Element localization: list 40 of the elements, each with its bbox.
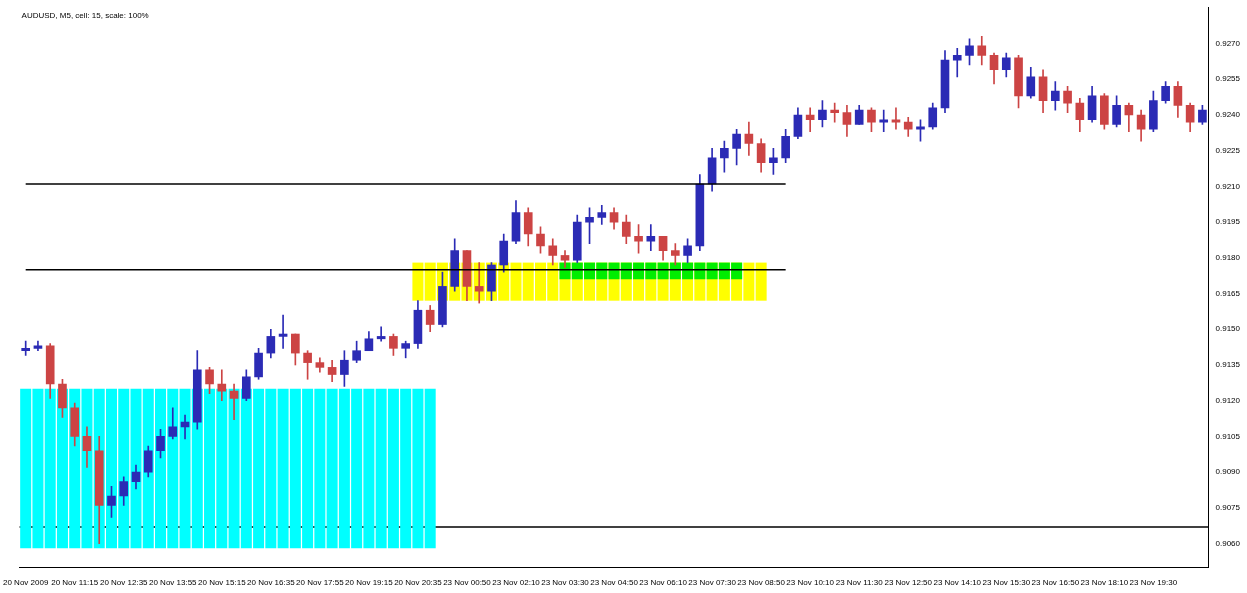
- y-tick-label: 0.9135: [1215, 360, 1241, 370]
- x-tick-label: 23 Nov 07:30: [688, 578, 737, 588]
- y-tick-label: 0.9165: [1215, 288, 1241, 298]
- x-tick-label: 23 Nov 08:50: [737, 578, 786, 588]
- x-tick-label: 20 Nov 20:35: [394, 578, 443, 588]
- x-tick-label: 23 Nov 14:10: [933, 578, 982, 588]
- x-tick-label: 23 Nov 11:30: [835, 578, 884, 588]
- x-tick-label: 23 Nov 12:50: [884, 578, 933, 588]
- y-tick-label: 0.9225: [1215, 145, 1241, 155]
- y-tick-label: 0.9180: [1215, 253, 1241, 263]
- x-tick-label: 23 Nov 03:30: [541, 578, 590, 588]
- x-tick-label: 23 Nov 18:10: [1080, 578, 1129, 588]
- y-tick-label: 0.9195: [1215, 217, 1241, 227]
- y-tick-label: 0.9120: [1215, 395, 1241, 405]
- x-tick-label: 23 Nov 02:10: [492, 578, 541, 588]
- y-tick-label: 0.9270: [1215, 38, 1241, 48]
- y-tick-label: 0.9240: [1215, 110, 1241, 120]
- y-tick-label: 0.9060: [1215, 538, 1241, 548]
- y-tick-label: 0.9090: [1215, 467, 1241, 477]
- x-tick-label: 20 Nov 16:35: [247, 578, 296, 588]
- y-tick-label: 0.9075: [1215, 503, 1241, 513]
- x-tick-label: 23 Nov 00:50: [443, 578, 492, 588]
- x-tick-label: 23 Nov 04:50: [590, 578, 639, 588]
- x-tick-label: 20 Nov 19:15: [345, 578, 394, 588]
- x-tick-label: 23 Nov 10:10: [786, 578, 835, 588]
- text: AUDUSD, M5, cell: 15, scale: 100%: [21, 11, 149, 20]
- x-tick-label: 23 Nov 15:30: [982, 578, 1031, 588]
- x-tick-label: 20 Nov 12:35: [99, 578, 149, 588]
- y-tick-label: 0.9255: [1215, 74, 1241, 84]
- y-tick-label: 0.9105: [1215, 431, 1241, 441]
- x-tick-label: 23 Nov 16:50: [1031, 578, 1080, 588]
- y-tick-label: 0.9210: [1215, 181, 1241, 191]
- x-tick-label: 20 Nov 13:55: [148, 578, 198, 588]
- x-tick-label: 20 Nov 15:15: [198, 578, 247, 588]
- y-tick-label: 0.9150: [1215, 324, 1241, 334]
- x-tick-label: 20 Nov 17:55: [296, 578, 345, 588]
- x-tick-label: 23 Nov 19:30: [1129, 578, 1178, 588]
- x-tick-label: 23 Nov 06:10: [639, 578, 688, 588]
- x-tick-label: 20 Nov 2009: [3, 578, 49, 588]
- x-tick-label: 20 Nov 11:15: [51, 578, 99, 588]
